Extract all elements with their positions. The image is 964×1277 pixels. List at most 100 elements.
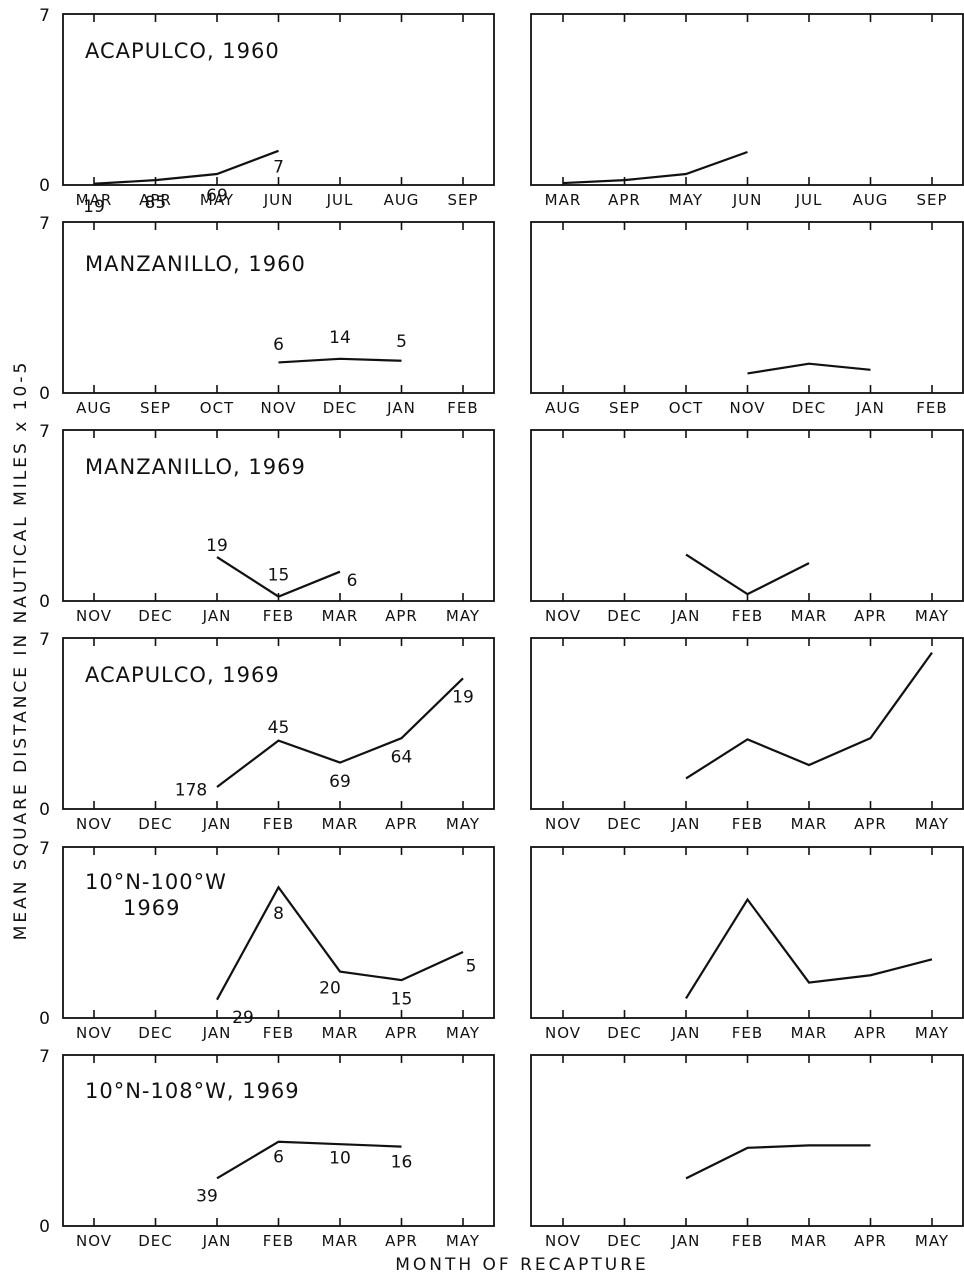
panel-title: ACAPULCO, 1969 bbox=[85, 663, 280, 687]
right-panel: NOV DEC JAN FEB MAR APR MAY bbox=[530, 1054, 964, 1250]
series-line bbox=[216, 1140, 402, 1180]
data-label: 20 bbox=[319, 978, 341, 998]
right-panel: NOV DEC JAN FEB MAR APR MAY bbox=[530, 637, 964, 833]
x-tick-label: JAN bbox=[671, 1232, 701, 1250]
y-min-label: 0 bbox=[39, 592, 50, 612]
series-line bbox=[216, 885, 464, 1001]
data-label: 6 bbox=[347, 571, 358, 591]
y-max-label: 7 bbox=[39, 6, 50, 26]
plot-frame bbox=[530, 221, 964, 394]
right-panel: AUG SEP OCT NOV DEC JAN FEB bbox=[530, 221, 964, 417]
data-label: 10 bbox=[329, 1149, 351, 1169]
panel-row: 7 0 AUG SEP OCT NOV DEC JAN FEB MANZANILLO, 1960 6… bbox=[39, 214, 964, 417]
panel-title: ACAPULCO, 1960 bbox=[85, 39, 280, 63]
panel-row: 7 0 MAR APR MAY JUN JUL AUG SEP ACAPULCO, 1960 19 8… bbox=[39, 6, 964, 217]
x-tick-label: MAY bbox=[200, 191, 234, 209]
plot-frame bbox=[530, 846, 964, 1019]
panel-title: 10°N-100°W bbox=[85, 870, 227, 894]
x-tick-label: JAN bbox=[202, 1232, 232, 1250]
x-tick-label: MAY bbox=[446, 1232, 480, 1250]
data-label: 69 bbox=[206, 186, 228, 206]
x-tick-label: APR bbox=[854, 815, 887, 833]
series-line bbox=[93, 149, 279, 185]
x-tick-label: JAN bbox=[202, 815, 232, 833]
data-label: 15 bbox=[391, 989, 413, 1009]
x-tick-label: NOV bbox=[76, 607, 112, 625]
y-max-label: 7 bbox=[39, 214, 50, 234]
x-tick-label: MAR bbox=[545, 191, 582, 209]
panel-title: 1969 bbox=[123, 896, 180, 920]
panel-title: MANZANILLO, 1960 bbox=[85, 252, 306, 276]
y-max-label: 7 bbox=[39, 1047, 50, 1067]
data-label: 178 bbox=[175, 780, 207, 800]
y-min-label: 0 bbox=[39, 384, 50, 404]
data-label: 85 bbox=[145, 193, 167, 213]
x-tick-label: APR bbox=[139, 191, 172, 209]
x-tick-label: JUL bbox=[795, 191, 823, 209]
x-tick-label: JUL bbox=[326, 191, 354, 209]
series-line bbox=[278, 357, 402, 364]
x-tick-label: DEC bbox=[607, 607, 642, 625]
left-panel: NOV DEC JAN FEB MAR APR MAY 10°N-108°W, 1969 39 6… bbox=[62, 1054, 495, 1250]
left-panel: NOV DEC JAN FEB MAR APR MAY ACAPULCO, 1969 178 45… bbox=[62, 637, 495, 833]
data-label: 15 bbox=[268, 566, 290, 586]
x-tick-label: JAN bbox=[671, 1024, 701, 1042]
x-tick-label: DEC bbox=[138, 815, 173, 833]
x-tick-label: NOV bbox=[260, 399, 296, 417]
left-panel: AUG SEP OCT NOV DEC JAN FEB MANZANILLO, 1960 6 14… bbox=[62, 221, 495, 417]
x-tick-label: NOV bbox=[76, 1232, 112, 1250]
series-line bbox=[685, 553, 810, 596]
x-tick-label: MAR bbox=[322, 815, 359, 833]
panel-title: MANZANILLO, 1969 bbox=[85, 455, 306, 479]
data-label: 16 bbox=[391, 1152, 413, 1172]
x-tick-label: SEP bbox=[140, 399, 171, 417]
y-min-label: 0 bbox=[39, 1217, 50, 1237]
x-tick-label: DEC bbox=[138, 607, 173, 625]
x-tick-label: APR bbox=[385, 815, 418, 833]
y-min-label: 0 bbox=[39, 1009, 50, 1029]
x-tick-label: JAN bbox=[855, 399, 885, 417]
right-panel: NOV DEC JAN FEB MAR APR MAY bbox=[530, 846, 964, 1042]
x-tick-label: NOV bbox=[545, 1232, 581, 1250]
x-tick-label: MAY bbox=[915, 607, 949, 625]
x-tick-label: JAN bbox=[202, 607, 232, 625]
x-tick-label: DEC bbox=[792, 399, 827, 417]
x-tick-label: APR bbox=[854, 607, 887, 625]
x-tick-label: SEP bbox=[916, 191, 947, 209]
x-tick-label: MAR bbox=[791, 815, 828, 833]
x-tick-label: FEB bbox=[263, 607, 294, 625]
x-tick-label: FEB bbox=[263, 1024, 294, 1042]
plot-frame bbox=[530, 429, 964, 602]
data-label: 19 bbox=[206, 536, 228, 556]
x-tick-label: DEC bbox=[607, 1024, 642, 1042]
data-label: 8 bbox=[273, 904, 284, 924]
x-tick-label: APR bbox=[385, 1232, 418, 1250]
x-tick-label: FEB bbox=[732, 815, 763, 833]
series-line bbox=[216, 677, 464, 788]
x-tick-label: MAR bbox=[322, 1232, 359, 1250]
x-tick-label: FEB bbox=[732, 607, 763, 625]
x-tick-label: DEC bbox=[138, 1232, 173, 1250]
data-label: 14 bbox=[329, 328, 351, 348]
x-tick-label: DEC bbox=[607, 815, 642, 833]
data-label: 29 bbox=[232, 1008, 254, 1028]
x-tick-label: FEB bbox=[732, 1024, 763, 1042]
x-tick-label: APR bbox=[385, 1024, 418, 1042]
x-tick-label: FEB bbox=[447, 399, 478, 417]
x-tick-label: MAY bbox=[915, 815, 949, 833]
x-tick-label: SEP bbox=[609, 399, 640, 417]
panel-grid: 7 0 MAR APR MAY JUN JUL AUG SEP ACAPULCO, 1960 19 8… bbox=[39, 6, 964, 1250]
x-tick-label: MAY bbox=[446, 607, 480, 625]
panel-title: 10°N-108°W, 1969 bbox=[85, 1079, 300, 1103]
x-tick-label: NOV bbox=[545, 607, 581, 625]
data-label: 19 bbox=[452, 688, 474, 708]
y-min-label: 0 bbox=[39, 176, 50, 196]
panel-row: 7 0 NOV DEC JAN FEB MAR APR MAY 10°N-108°W, 1969 3… bbox=[39, 1047, 964, 1250]
x-tick-label: OCT bbox=[200, 399, 234, 417]
x-tick-label: MAY bbox=[915, 1232, 949, 1250]
y-max-label: 7 bbox=[39, 839, 50, 859]
x-tick-label: MAY bbox=[915, 1024, 949, 1042]
series-line bbox=[685, 652, 933, 780]
